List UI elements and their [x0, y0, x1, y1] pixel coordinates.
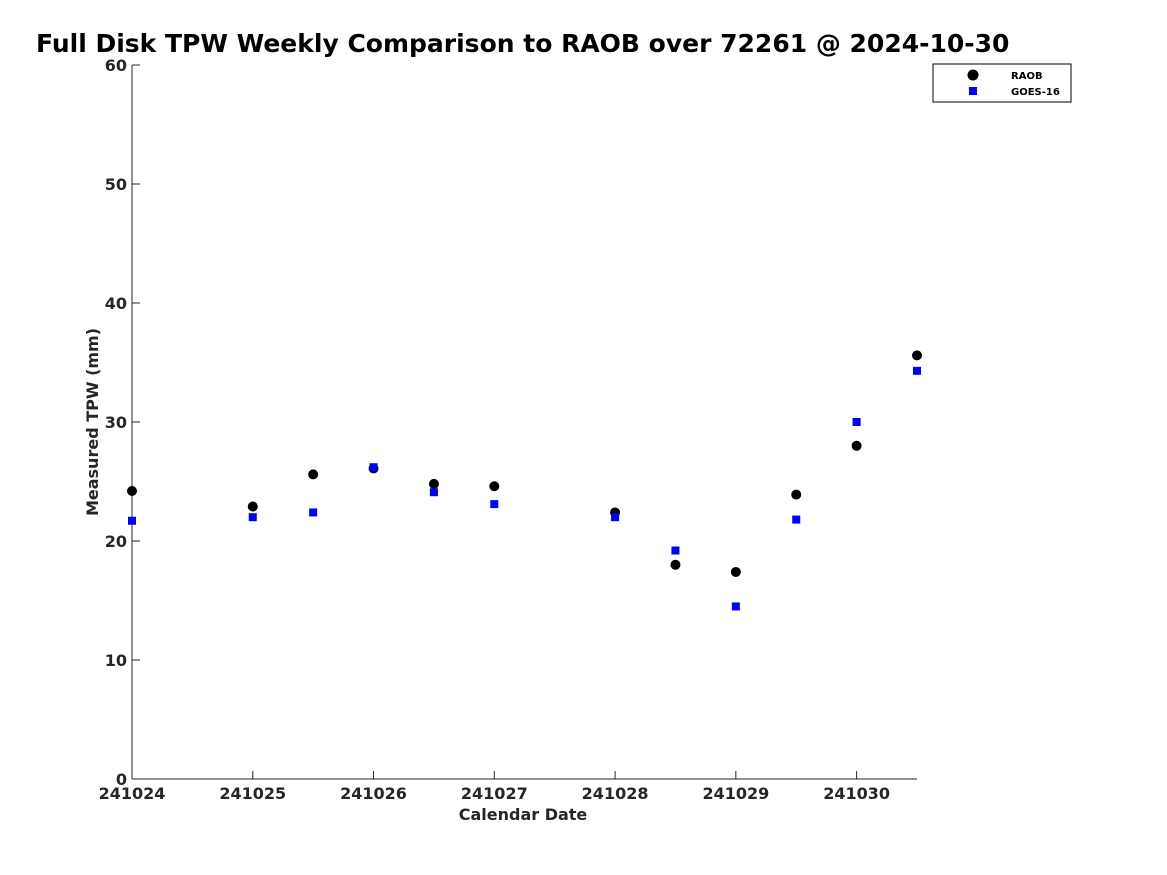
legend: RAOB GOES-16	[932, 63, 1072, 103]
goes-16-point	[248, 513, 257, 522]
goes-16-point	[429, 488, 438, 497]
chart-title: Full Disk TPW Weekly Comparison to RAOB …	[36, 29, 1009, 58]
x-tick-label: 241030	[823, 784, 890, 803]
raob-point	[912, 350, 922, 361]
goes-16-point	[611, 513, 620, 522]
raob-point	[791, 489, 802, 500]
y-ticks: 0 10 20 30 40 50 60	[105, 56, 140, 789]
raob-point	[247, 501, 258, 512]
goes-16-point	[913, 366, 921, 375]
legend-box	[932, 63, 1072, 103]
x-tick-label: 241028	[582, 784, 649, 803]
goes-16-point	[309, 508, 318, 517]
axes	[131, 65, 917, 780]
y-tick-label: 50	[105, 175, 127, 194]
raob-point	[489, 481, 500, 492]
x-tick-label: 241025	[219, 784, 286, 803]
legend-marker-goes-16	[969, 87, 977, 95]
goes-16-point	[128, 516, 136, 525]
y-tick-label: 30	[105, 413, 127, 432]
raob-point	[670, 559, 681, 570]
y-tick-label: 20	[105, 532, 127, 551]
legend-label-raob: RAOB	[1011, 71, 1043, 82]
data-points	[127, 350, 922, 611]
legend-marker-raob	[967, 69, 979, 81]
x-tick-label: 241029	[702, 784, 769, 803]
x-tick-label: 241024	[99, 784, 166, 803]
goes-16-point	[369, 463, 378, 472]
y-axis-label: Measured TPW (mm)	[83, 328, 102, 516]
raob-point	[308, 469, 319, 480]
goes-16-point	[731, 602, 740, 611]
goes-16-point	[852, 418, 861, 426]
y-tick-label: 10	[105, 651, 127, 670]
raob-point	[428, 478, 439, 489]
raob-point	[851, 440, 862, 451]
raob-point	[730, 566, 741, 577]
y-tick-label: 0	[116, 770, 127, 789]
x-axis-label: Calendar Date	[459, 805, 588, 824]
goes-16-point	[490, 500, 499, 509]
y-tick-label: 40	[105, 294, 127, 313]
x-ticks: 241024 241025 241026 241027 241028 241029 2410…	[99, 771, 890, 803]
x-tick-label: 241027	[461, 784, 528, 803]
goes-16-point	[671, 546, 680, 555]
x-tick-label: 241026	[340, 784, 407, 803]
goes-16-point	[792, 515, 801, 524]
raob-point	[127, 486, 137, 497]
legend-label-goes-16: GOES-16	[1011, 87, 1060, 98]
y-tick-label: 60	[105, 56, 127, 75]
